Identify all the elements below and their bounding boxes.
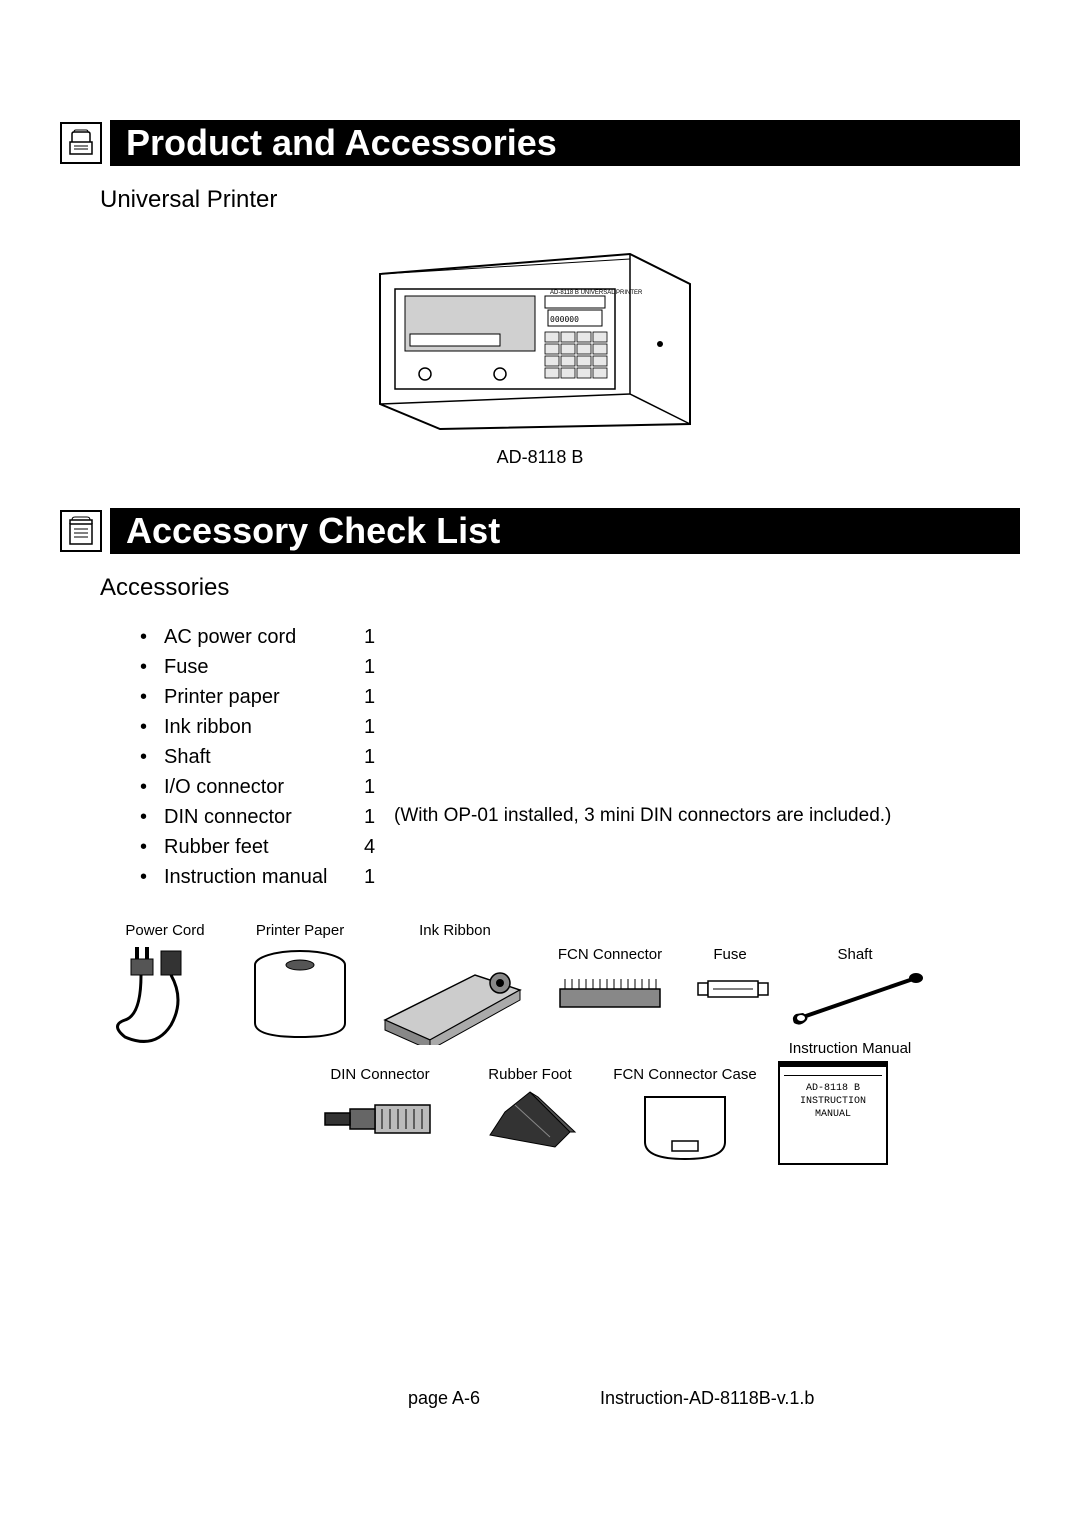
svg-text:000000: 000000 bbox=[550, 315, 579, 324]
bullet: • bbox=[140, 862, 164, 892]
bullet: • bbox=[140, 622, 164, 652]
din-connector-icon bbox=[320, 1087, 440, 1147]
bullet: • bbox=[140, 802, 164, 832]
accessory-item: •Fuse1 bbox=[140, 652, 1020, 682]
doc-id: Instruction-AD-8118B-v.1.b bbox=[540, 1388, 1080, 1409]
accessory-item: •Shaft1 bbox=[140, 742, 1020, 772]
bullet: • bbox=[140, 652, 164, 682]
printer-figure: 000000 AD-8118 B UNIVERSAL PRINTER AD-81… bbox=[60, 234, 1020, 468]
bullet: • bbox=[140, 772, 164, 802]
ink-ribbon-icon bbox=[380, 945, 530, 1045]
accessory-note bbox=[394, 682, 1020, 712]
bullet: • bbox=[140, 712, 164, 742]
printer-illustration: 000000 AD-8118 B UNIVERSAL PRINTER bbox=[370, 234, 710, 434]
fcn-case-icon bbox=[630, 1087, 740, 1167]
accessory-qty: 1 bbox=[364, 742, 394, 772]
rubber-foot-icon bbox=[480, 1087, 580, 1157]
diag-label-fcn: FCN Connector bbox=[548, 946, 672, 963]
bullet: • bbox=[140, 682, 164, 712]
accessory-item: •AC power cord1 bbox=[140, 622, 1020, 652]
manual-line1: AD-8118 B bbox=[784, 1082, 882, 1095]
accessory-note bbox=[394, 862, 1020, 892]
section-header-accessory: Accessory Check List bbox=[60, 508, 1020, 554]
diag-label-din: DIN Connector bbox=[308, 1066, 452, 1083]
diag-label-fcncase: FCN Connector Case bbox=[608, 1066, 762, 1083]
diag-label-manual: Instruction Manual bbox=[778, 1040, 922, 1057]
diag-label-ribbon: Ink Ribbon bbox=[378, 922, 532, 939]
accessory-qty: 1 bbox=[364, 862, 394, 892]
power-cord-icon bbox=[115, 945, 215, 1045]
accessory-note bbox=[394, 622, 1020, 652]
diag-label-rubberfoot: Rubber Foot bbox=[468, 1066, 592, 1083]
accessory-name: Rubber feet bbox=[164, 832, 364, 862]
printer-paper-icon bbox=[245, 945, 355, 1045]
accessory-qty: 1 bbox=[364, 652, 394, 682]
accessory-name: DIN connector bbox=[164, 802, 364, 832]
accessory-note bbox=[394, 652, 1020, 682]
page-footer: page A-6 Instruction-AD-8118B-v.1.b bbox=[0, 1388, 1080, 1409]
shaft-icon bbox=[788, 969, 928, 1029]
bullet: • bbox=[140, 832, 164, 862]
bullet: • bbox=[140, 742, 164, 772]
section-title: Product and Accessories bbox=[110, 120, 1020, 166]
diagram-area: Power Cord Printer Paper bbox=[100, 922, 980, 1172]
printer-caption: AD-8118 B bbox=[370, 447, 710, 468]
accessory-item: •Ink ribbon1 bbox=[140, 712, 1020, 742]
manual-line2: INSTRUCTION bbox=[784, 1095, 882, 1108]
accessory-qty: 1 bbox=[364, 622, 394, 652]
accessory-item: •I/O connector1 bbox=[140, 772, 1020, 802]
accessory-list: •AC power cord1•Fuse1•Printer paper1•Ink… bbox=[140, 622, 1020, 892]
diag-label-fuse: Fuse bbox=[688, 946, 772, 963]
accessory-name: Printer paper bbox=[164, 682, 364, 712]
subtitle-accessories: Accessories bbox=[100, 574, 1020, 602]
accessory-item: •Printer paper1 bbox=[140, 682, 1020, 712]
accessory-qty: 1 bbox=[364, 682, 394, 712]
accessory-item: •DIN connector1(With OP-01 installed, 3 … bbox=[140, 802, 1020, 832]
accessory-qty: 1 bbox=[364, 802, 394, 832]
accessory-qty: 4 bbox=[364, 832, 394, 862]
diag-label-paper: Printer Paper bbox=[238, 922, 362, 939]
accessory-note: (With OP-01 installed, 3 mini DIN connec… bbox=[394, 802, 1020, 832]
subtitle-universal-printer: Universal Printer bbox=[100, 186, 1020, 214]
svg-text:AD-8118 B UNIVERSAL PRINTER: AD-8118 B UNIVERSAL PRINTER bbox=[550, 290, 643, 296]
accessory-note bbox=[394, 712, 1020, 742]
accessory-note bbox=[394, 772, 1020, 802]
accessory-name: I/O connector bbox=[164, 772, 364, 802]
checklist-icon bbox=[60, 510, 102, 552]
fcn-connector-icon bbox=[550, 969, 670, 1019]
manual-line3: MANUAL bbox=[784, 1108, 882, 1121]
diag-label-shaft: Shaft bbox=[788, 946, 922, 963]
fuse-icon bbox=[688, 969, 778, 1009]
accessory-note bbox=[394, 832, 1020, 862]
accessory-name: AC power cord bbox=[164, 622, 364, 652]
accessory-name: Instruction manual bbox=[164, 862, 364, 892]
accessory-qty: 1 bbox=[364, 772, 394, 802]
accessory-qty: 1 bbox=[364, 712, 394, 742]
accessory-note bbox=[394, 742, 1020, 772]
page-number: page A-6 bbox=[0, 1388, 540, 1409]
printer-icon bbox=[60, 122, 102, 164]
accessory-name: Shaft bbox=[164, 742, 364, 772]
section-title-2: Accessory Check List bbox=[110, 508, 1020, 554]
accessory-item: •Instruction manual1 bbox=[140, 862, 1020, 892]
manual-cover: AD-8118 B INSTRUCTION MANUAL bbox=[778, 1065, 888, 1165]
section-header-product: Product and Accessories bbox=[60, 120, 1020, 166]
diag-label-powercord: Power Cord bbox=[108, 922, 222, 939]
accessory-name: Fuse bbox=[164, 652, 364, 682]
accessory-name: Ink ribbon bbox=[164, 712, 364, 742]
accessory-item: •Rubber feet4 bbox=[140, 832, 1020, 862]
